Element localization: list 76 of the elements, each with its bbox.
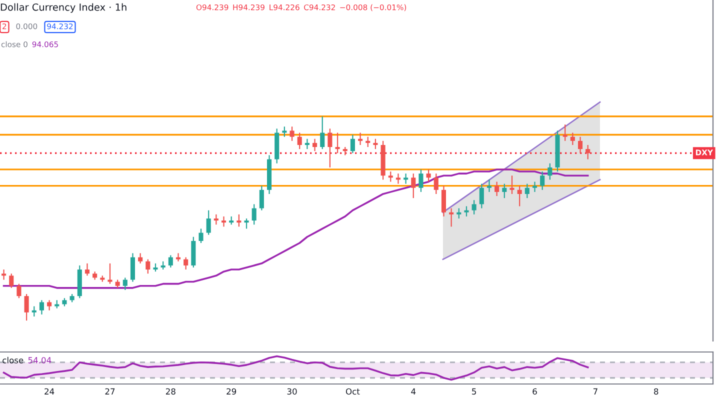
candlestick <box>39 300 44 316</box>
x-tick-label: 4 <box>411 388 416 394</box>
candlestick <box>2 268 6 280</box>
x-tick-label: 6 <box>532 388 537 395</box>
candlestick <box>282 126 287 138</box>
candlestick <box>548 162 552 180</box>
candlestick <box>396 173 400 184</box>
candlestick <box>479 183 484 209</box>
candlestick <box>358 132 363 146</box>
candlestick <box>434 173 438 195</box>
candlestick <box>32 306 36 318</box>
candlestick <box>320 116 325 150</box>
candlestick <box>449 208 454 228</box>
candlestick <box>524 183 530 199</box>
candlestick <box>214 214 218 226</box>
chart-title: close <box>2 356 24 364</box>
candlestick <box>184 256 188 270</box>
candlestick <box>472 200 476 215</box>
x-tick-label: 24 <box>44 388 54 394</box>
candlestick <box>244 218 249 230</box>
candlestick <box>304 138 310 150</box>
candlestick <box>586 144 590 160</box>
candlestick <box>297 132 302 150</box>
candlestick <box>108 262 112 284</box>
candlestick <box>335 132 340 154</box>
candlestick <box>236 214 242 228</box>
candlestick <box>221 216 226 228</box>
candlestick <box>441 185 446 217</box>
candlestick <box>168 254 173 268</box>
candlestick <box>176 252 181 262</box>
candlestick <box>9 273 14 288</box>
candlestick <box>350 134 355 154</box>
x-tick-label: 30 <box>287 388 297 395</box>
x-tick-label: 29 <box>226 388 236 395</box>
candlestick <box>290 126 294 142</box>
candlestick <box>578 136 583 154</box>
candlestick <box>562 124 568 142</box>
candlestick <box>532 181 538 192</box>
candlestick <box>24 293 29 322</box>
x-tick-label: 7 <box>593 388 598 394</box>
candlestick <box>312 138 318 152</box>
candlestick <box>122 277 128 291</box>
x-tick-label: Oct <box>346 388 360 395</box>
candlestick <box>328 128 332 168</box>
candlestick <box>388 170 393 182</box>
annotation: 54.04 <box>28 357 52 364</box>
x-tick-label: 28 <box>166 388 176 395</box>
candlestick <box>540 170 545 190</box>
candlestick <box>426 168 431 182</box>
candlestick <box>47 300 52 311</box>
candlestick <box>366 136 370 148</box>
candlestick <box>464 206 469 217</box>
candlestick <box>206 210 211 236</box>
candlestick <box>404 173 408 184</box>
chart-title: Dollar Currency Index · 1h <box>0 3 126 13</box>
candlestick <box>517 185 522 207</box>
candlestick <box>84 262 90 276</box>
candlestick <box>486 179 492 192</box>
x-tick-label: 27 <box>105 388 115 394</box>
candlestick <box>259 185 264 211</box>
candlestick <box>510 175 514 195</box>
candlestick <box>456 208 462 220</box>
candlestick <box>502 183 507 199</box>
candlestick <box>373 138 378 150</box>
candlestick <box>16 283 22 299</box>
candlestick <box>494 181 500 197</box>
candlestick <box>146 258 150 274</box>
candlestick <box>570 132 575 146</box>
x-tick-label: 8 <box>654 388 658 395</box>
candlestick <box>411 173 416 199</box>
x-tick-label: 5 <box>472 388 476 395</box>
candlestick <box>418 168 424 192</box>
candlestick <box>252 204 256 226</box>
candlestick <box>198 228 204 244</box>
candlestick <box>130 252 136 282</box>
candlestick <box>138 252 143 264</box>
